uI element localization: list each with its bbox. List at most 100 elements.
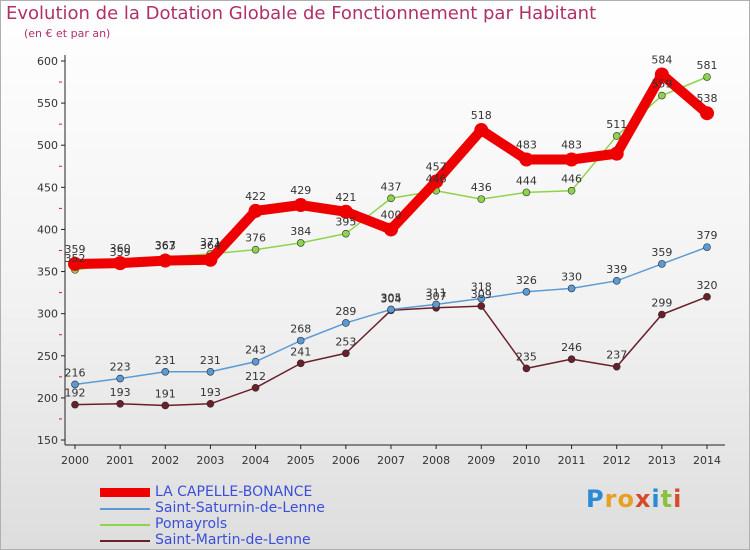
data-point-la-capelle-bonance bbox=[293, 198, 308, 213]
logo-letter: i bbox=[673, 485, 683, 513]
chart-subtitle: (en € et par an) bbox=[24, 27, 111, 40]
data-point-saint-martin-de-lenne bbox=[206, 399, 215, 408]
y-tick-label: 250 bbox=[37, 350, 58, 363]
logo-letter: r bbox=[604, 485, 618, 513]
y-tick-label: 600 bbox=[37, 55, 58, 68]
data-label-saint-saturnin-de-lenne: 305 bbox=[381, 291, 402, 304]
y-tick-label: 200 bbox=[37, 392, 58, 405]
x-tick-label: 2012 bbox=[603, 454, 631, 467]
data-label-saint-martin-de-lenne: 193 bbox=[110, 386, 131, 399]
data-point-saint-saturnin-de-lenne bbox=[477, 294, 486, 303]
proxiti-logo: Proxiti bbox=[586, 485, 682, 513]
data-point-pomayrols bbox=[522, 188, 531, 197]
data-point-saint-saturnin-de-lenne bbox=[342, 319, 350, 327]
data-label-saint-saturnin-de-lenne: 231 bbox=[155, 354, 176, 367]
data-label-pomayrols: 444 bbox=[516, 174, 537, 187]
data-label-saint-saturnin-de-lenne: 379 bbox=[697, 229, 718, 242]
data-point-saint-saturnin-de-lenne bbox=[116, 374, 124, 383]
data-point-saint-martin-de-lenne bbox=[251, 383, 260, 392]
y-tick-label: 550 bbox=[37, 97, 58, 110]
data-label-saint-saturnin-de-lenne: 243 bbox=[245, 344, 266, 357]
logo-letter: o bbox=[617, 485, 635, 513]
data-label-saint-martin-de-lenne: 241 bbox=[290, 345, 311, 358]
data-point-saint-martin-de-lenne bbox=[567, 355, 576, 363]
x-tick-label: 2003 bbox=[196, 454, 224, 467]
y-tick-label: 500 bbox=[37, 139, 58, 152]
data-point-pomayrols bbox=[612, 132, 621, 140]
data-label-saint-saturnin-de-lenne: 268 bbox=[290, 323, 311, 336]
data-label-la-capelle-bonance: 422 bbox=[245, 190, 266, 203]
data-point-saint-saturnin-de-lenne bbox=[71, 380, 79, 389]
data-label-la-capelle-bonance: 584 bbox=[651, 53, 672, 66]
data-point-saint-saturnin-de-lenne bbox=[161, 367, 170, 376]
data-label-la-capelle-bonance: 457 bbox=[426, 160, 447, 173]
data-label-saint-saturnin-de-lenne: 216 bbox=[65, 366, 86, 379]
data-point-saint-martin-de-lenne bbox=[703, 293, 711, 301]
legend-label: Saint-Martin-de-Lenne bbox=[155, 532, 311, 548]
data-label-pomayrols: 359 bbox=[110, 246, 131, 259]
data-point-pomayrols bbox=[342, 229, 350, 238]
axes bbox=[64, 55, 725, 446]
data-point-saint-martin-de-lenne bbox=[71, 400, 79, 409]
data-point-saint-saturnin-de-lenne bbox=[206, 367, 215, 376]
logo-letter: P bbox=[586, 485, 605, 513]
data-label-pomayrols: 559 bbox=[651, 78, 672, 91]
logo-letter: t bbox=[660, 485, 674, 513]
data-label-saint-martin-de-lenne: 299 bbox=[651, 297, 672, 310]
data-label-saint-martin-de-lenne: 253 bbox=[335, 335, 356, 348]
y-tick-label: 400 bbox=[37, 223, 58, 236]
data-point-la-capelle-bonance bbox=[609, 146, 624, 161]
data-label-saint-martin-de-lenne: 192 bbox=[65, 387, 86, 400]
x-tick-label: 2008 bbox=[422, 454, 450, 467]
data-label-saint-martin-de-lenne: 309 bbox=[471, 288, 492, 301]
x-tick-label: 2004 bbox=[242, 454, 270, 467]
data-point-pomayrols bbox=[567, 186, 576, 195]
logo-letter: i bbox=[651, 485, 661, 513]
data-point-saint-martin-de-lenne bbox=[342, 349, 350, 358]
x-tick-label: 2009 bbox=[467, 454, 495, 467]
x-tick-label: 2000 bbox=[61, 454, 89, 467]
data-label-saint-martin-de-lenne: 191 bbox=[155, 387, 176, 400]
legend-label: Saint-Saturnin-de-Lenne bbox=[155, 500, 325, 516]
y-tick-label: 450 bbox=[37, 181, 58, 194]
data-point-la-capelle-bonance bbox=[203, 252, 218, 267]
series-layer bbox=[68, 67, 714, 410]
y-tick-label: 150 bbox=[37, 434, 58, 447]
data-point-pomayrols bbox=[658, 91, 666, 100]
data-point-saint-saturnin-de-lenne bbox=[251, 357, 260, 366]
data-label-saint-saturnin-de-lenne: 339 bbox=[606, 263, 627, 276]
legend-swatch-la-capelle-bonance bbox=[100, 485, 150, 501]
data-point-la-capelle-bonance bbox=[113, 256, 128, 271]
data-label-pomayrols: 446 bbox=[561, 173, 582, 186]
data-label-pomayrols: 511 bbox=[606, 118, 627, 131]
data-label-saint-saturnin-de-lenne: 318 bbox=[471, 281, 492, 294]
data-point-saint-saturnin-de-lenne bbox=[612, 277, 621, 285]
data-point-pomayrols bbox=[251, 245, 260, 254]
data-point-saint-martin-de-lenne bbox=[612, 362, 621, 371]
data-label-pomayrols: 437 bbox=[381, 180, 402, 193]
data-label-saint-saturnin-de-lenne: 223 bbox=[110, 361, 131, 374]
y-tick-label: 300 bbox=[37, 308, 58, 321]
data-point-pomayrols bbox=[296, 239, 305, 247]
data-point-la-capelle-bonance bbox=[654, 67, 669, 82]
x-tick-label: 2005 bbox=[287, 454, 315, 467]
data-point-saint-saturnin-de-lenne bbox=[387, 305, 395, 314]
data-point-saint-saturnin-de-lenne bbox=[522, 287, 531, 296]
data-point-saint-martin-de-lenne bbox=[161, 401, 170, 410]
data-point-la-capelle-bonance bbox=[158, 253, 173, 268]
data-point-saint-saturnin-de-lenne bbox=[432, 300, 440, 309]
data-point-la-capelle-bonance bbox=[564, 152, 579, 167]
data-label-la-capelle-bonance: 483 bbox=[516, 139, 537, 152]
data-point-pomayrols bbox=[703, 73, 711, 81]
data-label-saint-saturnin-de-lenne: 326 bbox=[516, 274, 537, 287]
data-label-pomayrols: 395 bbox=[335, 216, 356, 229]
legend-swatch-saint-martin-de-lenne bbox=[100, 533, 150, 549]
data-label-la-capelle-bonance: 483 bbox=[561, 139, 582, 152]
data-point-la-capelle-bonance bbox=[474, 123, 489, 138]
data-label-pomayrols: 376 bbox=[245, 232, 266, 245]
data-label-la-capelle-bonance: 359 bbox=[65, 243, 86, 256]
data-point-pomayrols bbox=[387, 194, 395, 203]
x-tick-label: 2011 bbox=[558, 454, 586, 467]
